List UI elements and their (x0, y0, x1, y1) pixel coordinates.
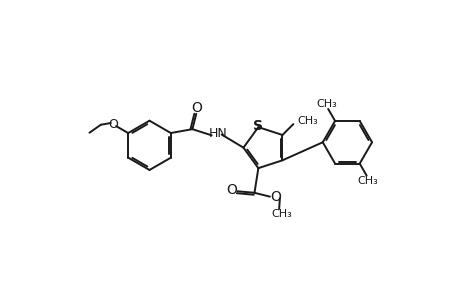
Text: CH₃: CH₃ (270, 208, 291, 219)
Text: O: O (191, 100, 202, 115)
Text: O: O (225, 184, 236, 197)
Text: O: O (270, 190, 281, 204)
Text: HN: HN (209, 127, 228, 140)
Text: CH₃: CH₃ (297, 116, 317, 126)
Text: CH₃: CH₃ (315, 98, 336, 109)
Text: O: O (108, 118, 118, 131)
Text: CH₃: CH₃ (357, 176, 378, 186)
Text: S: S (252, 119, 262, 134)
